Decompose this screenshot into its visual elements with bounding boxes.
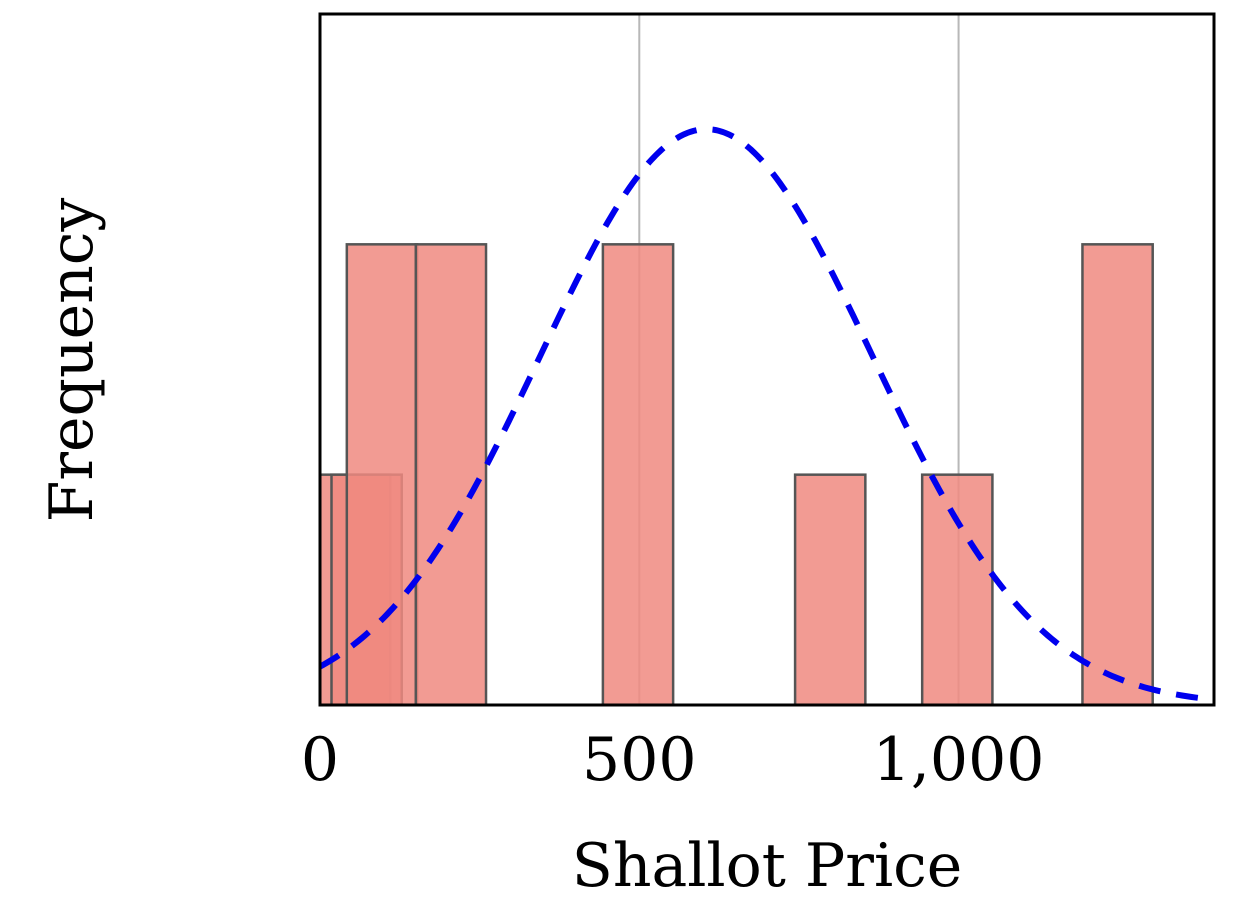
plot-frame (318, 12, 1216, 707)
histogram-bar (1081, 243, 1154, 707)
bars (318, 243, 1154, 707)
histogram-bar (793, 473, 867, 707)
histogram-bar (601, 243, 675, 707)
histogram-bar (414, 243, 488, 707)
histogram-bar (920, 473, 994, 707)
fit-curve (318, 126, 1215, 703)
histogram-bar (345, 243, 419, 707)
x-axis-label: Shallot Price (572, 831, 963, 901)
x-tick-labels: 0 500 1,000 (301, 725, 1045, 795)
x-tick-label: 500 (582, 725, 697, 795)
y-axis-label: Frequency (37, 198, 107, 523)
x-tick-label: 1,000 (873, 725, 1045, 795)
x-tick-label: 0 (301, 725, 339, 795)
